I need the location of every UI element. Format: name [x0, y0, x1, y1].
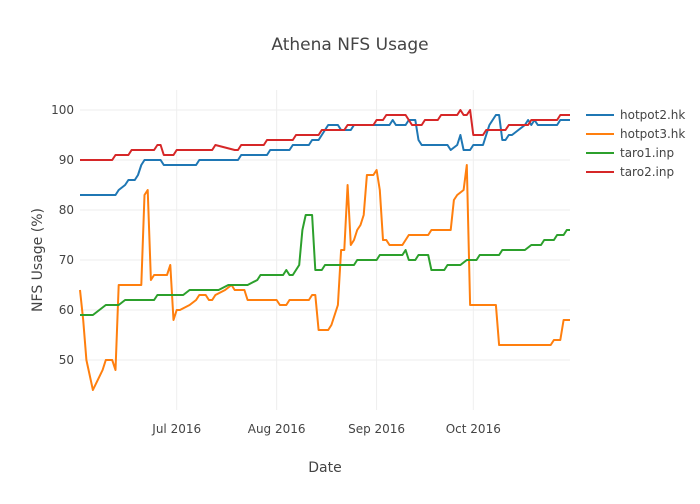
- series-line-hotpot2-hk: [80, 114, 570, 196]
- y-tick-label: 80: [59, 203, 74, 217]
- x-tick-label: Aug 2016: [248, 422, 306, 436]
- x-tick-label: Jul 2016: [151, 422, 201, 436]
- y-axis-title: NFS Usage (%): [30, 208, 46, 312]
- y-tick-label: 70: [59, 253, 74, 267]
- legend-label: hotpot2.hk: [620, 108, 685, 122]
- y-tick-label: 90: [59, 153, 74, 167]
- x-axis-ticks: Jul 2016 Aug 2016 Sep 2016 Oct 2016: [151, 422, 501, 436]
- x-tick-label: Oct 2016: [446, 422, 501, 436]
- series-line-taro2-inp: [80, 109, 570, 161]
- y-tick-label: 50: [59, 353, 74, 367]
- series-line-hotpot3-hk: [79, 164, 570, 391]
- legend-label: taro2.inp: [620, 165, 674, 179]
- y-tick-label: 100: [51, 103, 74, 117]
- x-axis-title: Date: [308, 460, 341, 476]
- series-line-taro1-inp: [80, 214, 570, 316]
- x-tick-label: Sep 2016: [348, 422, 405, 436]
- y-tick-label: 60: [59, 303, 74, 317]
- chart-title: Athena NFS Usage: [271, 35, 428, 55]
- legend-label: taro1.inp: [620, 146, 674, 160]
- legend: hotpot2.hk hotpot3.hk taro1.inp taro2.inp: [586, 108, 685, 179]
- grid: [80, 90, 570, 410]
- y-axis-ticks: 50 60 70 80 90 100: [51, 103, 74, 367]
- legend-label: hotpot3.hk: [620, 127, 685, 141]
- series-layer: [79, 109, 570, 391]
